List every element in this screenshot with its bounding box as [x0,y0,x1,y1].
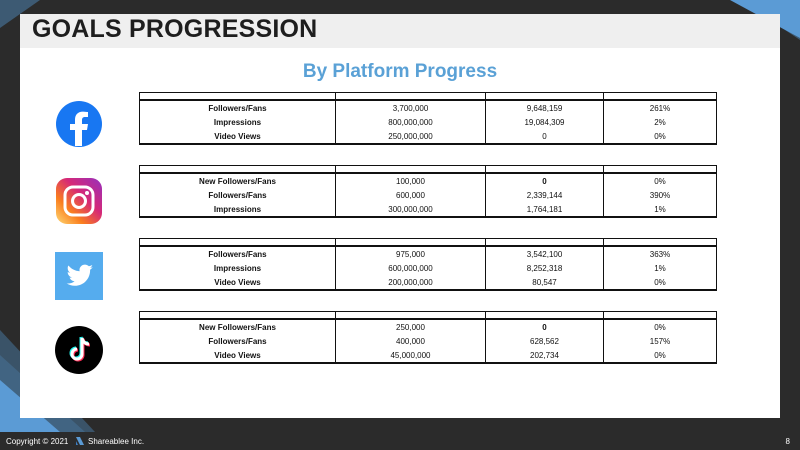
facebook-icon [56,101,102,147]
company-name: Shareablee Inc. [88,437,145,446]
actual-cell: 9,648,159 [485,100,604,115]
table-row: Impressions 300,000,000 1,764,181 1% [139,202,717,218]
percent-cell: 157% [603,334,717,348]
tiktok-icon [55,326,103,374]
goal-cell: 3,700,000 [335,100,486,115]
metric-label: Video Views [139,348,336,364]
table-row: New Followers/Fans 100,000 0 0% [139,173,717,188]
goal-cell: 300,000,000 [335,202,486,218]
twitter-table: Followers/Fans 975,000 3,542,100 363% Im… [139,238,717,291]
percent-cell: 1% [603,261,717,275]
footer: Copyright © 2021 Shareablee Inc. 8 [0,432,800,450]
slide: GOALS PROGRESSION By Platform Progress [20,14,780,418]
metric-label: Impressions [139,261,336,275]
table-header [139,165,717,174]
metric-label: Impressions [139,202,336,218]
actual-cell: 19,084,309 [485,115,604,129]
percent-cell: 0% [603,129,717,145]
metric-label: New Followers/Fans [139,319,336,334]
metric-label: Impressions [139,115,336,129]
metric-label: Followers/Fans [139,246,336,261]
percent-cell: 0% [603,348,717,364]
table-row: New Followers/Fans 250,000 0 0% [139,319,717,334]
table-row: Followers/Fans 400,000 628,562 157% [139,334,717,348]
facebook-table: Followers/Fans 3,700,000 9,648,159 261% … [139,92,717,145]
actual-cell: 0 [485,319,604,334]
copyright-text: Copyright © 2021 [6,437,69,446]
actual-cell: 202,734 [485,348,604,364]
actual-cell: 628,562 [485,334,604,348]
table-header [139,311,717,320]
percent-cell: 1% [603,202,717,218]
metric-label: Followers/Fans [139,334,336,348]
goal-cell: 600,000 [335,188,486,202]
page-number: 8 [785,437,790,446]
percent-cell: 261% [603,100,717,115]
goal-cell: 800,000,000 [335,115,486,129]
metric-label: Video Views [139,129,336,145]
actual-cell: 2,339,144 [485,188,604,202]
metric-label: Followers/Fans [139,100,336,115]
table-header [139,92,717,101]
actual-cell: 80,547 [485,275,604,291]
metric-label: Video Views [139,275,336,291]
table-row: Followers/Fans 3,700,000 9,648,159 261% [139,100,717,115]
table-header [139,238,717,247]
percent-cell: 0% [603,173,717,188]
twitter-icon [55,252,103,300]
actual-cell: 0 [485,129,604,145]
goal-cell: 400,000 [335,334,486,348]
table-row: Followers/Fans 600,000 2,339,144 390% [139,188,717,202]
slide-subtitle: By Platform Progress [302,61,498,82]
goal-cell: 250,000 [335,319,486,334]
metric-label: Followers/Fans [139,188,336,202]
table-row: Followers/Fans 975,000 3,542,100 363% [139,246,717,261]
goal-cell: 45,000,000 [335,348,486,364]
shareablee-logo-icon [76,437,84,445]
percent-cell: 0% [603,319,717,334]
goal-cell: 600,000,000 [335,261,486,275]
instagram-table: New Followers/Fans 100,000 0 0% Follower… [139,165,717,218]
table-row: Impressions 600,000,000 8,252,318 1% [139,261,717,275]
percent-cell: 2% [603,115,717,129]
instagram-icon [56,178,102,224]
actual-cell: 3,542,100 [485,246,604,261]
percent-cell: 0% [603,275,717,291]
actual-cell: 0 [485,173,604,188]
table-row: Video Views 200,000,000 80,547 0% [139,275,717,291]
percent-cell: 390% [603,188,717,202]
slide-title: GOALS PROGRESSION [32,15,318,43]
table-row: Impressions 800,000,000 19,084,309 2% [139,115,717,129]
table-row: Video Views 45,000,000 202,734 0% [139,348,717,364]
actual-cell: 1,764,181 [485,202,604,218]
metric-label: New Followers/Fans [139,173,336,188]
goal-cell: 250,000,000 [335,129,486,145]
title-bar: GOALS PROGRESSION [20,14,780,48]
percent-cell: 363% [603,246,717,261]
table-row: Video Views 250,000,000 0 0% [139,129,717,145]
tiktok-table: New Followers/Fans 250,000 0 0% Follower… [139,311,717,364]
goal-cell: 200,000,000 [335,275,486,291]
goal-cell: 975,000 [335,246,486,261]
goal-cell: 100,000 [335,173,486,188]
actual-cell: 8,252,318 [485,261,604,275]
